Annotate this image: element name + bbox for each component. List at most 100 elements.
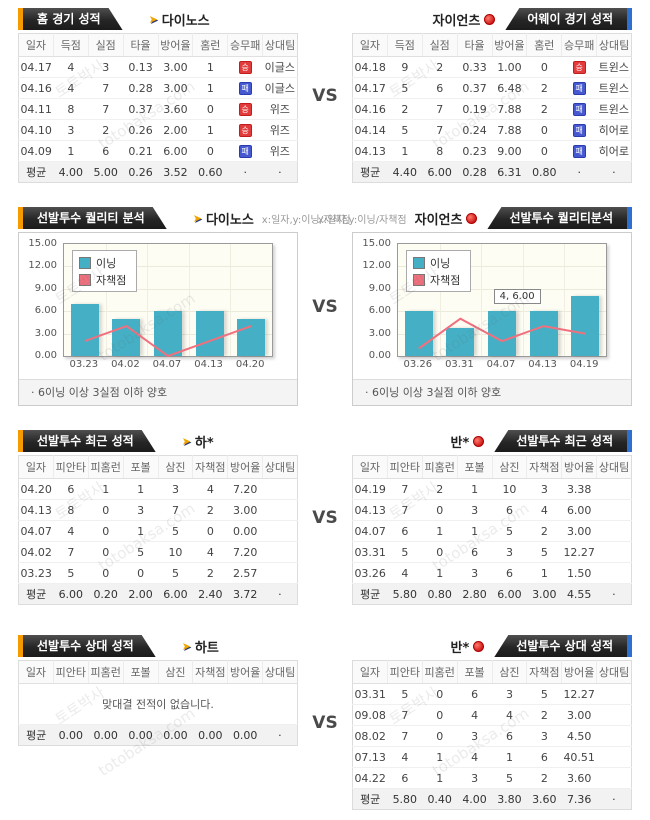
table-cell [596,725,632,747]
table-cell: 6.00 [561,499,597,521]
stats-table: 일자 피안타 피홈런 포볼 삼진 자책점 방어율 상대팀 04.19 7 2 1 10 3 3.38 04.1… [352,455,632,605]
table-cell: 0 [123,562,158,584]
chart-box: 15.00 12.00 9.00 6.00 3.00 0.00 이닝 자책점 03.23 04.0… [19,233,297,379]
x-axis-label: 04.07 [152,359,182,370]
away-record-panel: 자이언츠 어웨이 경기 성적 일자 득점 실점 타율 방어율 홈런 승무패 상대팀 04.18 9 2 0… [352,8,632,183]
average-cell: · [262,161,298,183]
h-gridline [64,288,272,290]
legend-swatch-icon [79,256,91,269]
table-row: 03.23 5 0 0 5 2 2.57 [18,562,298,584]
table-cell: 1 [88,478,124,500]
table-header-row: 일자 피안타 피홈런 포볼 삼진 자책점 방어율 상대팀 [352,660,632,684]
table-cell: 패 [227,77,263,99]
panel-header: 선발투수 상대 성적 ➤ 하트 [18,635,298,657]
table-cell: 6 [387,767,423,789]
head-to-head-panel-left: 선발투수 상대 성적 ➤ 하트 일자 피안타 피홈런 포볼 삼진 자책점 방어율 상대팀 맞대결 전적… [18,635,298,810]
v-gridline [564,244,566,356]
earned-run-line [84,324,252,358]
table-cell: 0 [422,499,458,521]
dinos-team-logo-icon: ➤ [181,639,191,653]
table-cell: 2 [387,98,423,120]
table-cell: 5 [158,520,193,542]
table-cell: 3 [492,541,527,563]
average-cell: · [596,583,632,605]
table-cell: 6 [53,478,89,500]
table-cell: 5 [123,541,158,563]
table-cell: 8 [53,98,89,120]
loss-badge: 패 [572,124,586,137]
loss-badge: 패 [238,82,252,95]
column-header: 자책점 [192,455,228,479]
orange-accent-bar [18,8,23,30]
table-cell: 6 [492,725,527,747]
table-cell: 3 [526,725,562,747]
panel-header: 선발투수 퀄리티 분석 ➤ 다이노스 x:일자,y:이닝/자책점 [18,207,351,229]
y-axis-tick-label: 15.00 [362,238,391,249]
table-row: 04.19 7 2 1 10 3 3.38 [352,478,632,500]
section-tab: 선발투수 최근 성적 [494,430,627,452]
panel-header: 선발투수 최근 성적 ➤ 하* [18,430,298,452]
column-header: 타율 [456,33,492,57]
legend-swatch-icon [413,273,425,286]
team-label: ➤ 다이노스 [149,10,210,29]
orange-accent-bar [18,430,23,452]
table-cell: 8 [53,499,89,521]
average-cell: 3.80 [492,788,527,810]
table-cell: 0 [88,520,124,542]
average-cell: 5.80 [387,583,423,605]
y-axis-tick-label: 6.00 [368,305,391,317]
table-cell: 0 [422,704,458,726]
column-header: 삼진 [157,660,193,684]
table-cell: 04.13 [352,499,388,521]
table-cell: 3.60 [561,767,597,789]
table-cell: 3.60 [158,98,193,120]
column-header: 득점 [52,33,89,57]
table-cell: 7.20 [227,541,263,563]
stats-table: 일자 득점 실점 타율 방어율 홈런 승무패 상대팀 04.17 4 3 0.13 3.00 1 승 이글스 0… [18,33,298,183]
panel-header: 반* 선발투수 최근 성적 [352,430,632,452]
table-cell: 2 [526,98,562,120]
table-cell: 3 [526,478,562,500]
team-label: 반* [451,637,485,656]
column-header: 상대팀 [262,33,298,57]
table-cell: 04.16 [352,98,388,120]
table-cell: 0 [88,499,124,521]
table-cell: 1 [492,746,527,768]
table-cell: 9 [387,56,423,78]
table-cell: 1 [192,56,228,78]
average-cell: 평균 [18,583,54,605]
table-cell: 04.11 [18,98,54,120]
table-cell: 5 [53,562,89,584]
average-cell: 2.00 [123,583,158,605]
blue-accent-bar [627,430,632,452]
average-row: 평균 5.80 0.40 4.00 3.80 3.60 7.36 · [352,788,632,810]
table-cell: 08.02 [352,725,388,747]
table-cell: 5 [492,520,527,542]
average-cell: 평균 [18,724,54,746]
y-axis-tick-label: 3.00 [368,327,391,339]
average-cell: 4.40 [387,161,423,183]
axis-note: x:일자,y:이닝/자책점 [317,214,407,226]
table-cell: 0 [526,56,562,78]
chart-panel: 15.00 12.00 9.00 6.00 3.00 0.00 이닝 자책점 03.23 04.0… [18,232,298,406]
table-cell [596,520,632,542]
x-axis-label: 03.31 [445,359,474,370]
stats-table: 일자 피안타 피홈런 포볼 삼진 자책점 방어율 상대팀 04.20 6 1 1 3 4 7.20 04.13… [18,455,298,605]
table-cell: 0 [192,520,228,542]
table-row: 04.14 5 7 0.24 7.88 0 패 히어로 [352,119,632,141]
table-cell: 0.37 [457,77,492,99]
inning-bar [404,311,433,356]
table-cell: 04.17 [352,77,388,99]
table-cell: 1.00 [492,56,527,78]
table-cell: 03.31 [352,541,388,563]
table-cell: 패 [561,98,597,120]
average-cell: 2.80 [457,583,492,605]
average-cell: · [596,788,632,810]
vs-column: VS [298,207,352,406]
column-header: 일자 [18,660,54,684]
table-cell: 2 [192,562,228,584]
average-row: 평균 0.00 0.00 0.00 0.00 0.00 0.00 · [18,724,298,746]
table-cell [262,541,298,563]
average-cell: · [561,161,597,183]
column-header: 방어율 [491,33,527,57]
